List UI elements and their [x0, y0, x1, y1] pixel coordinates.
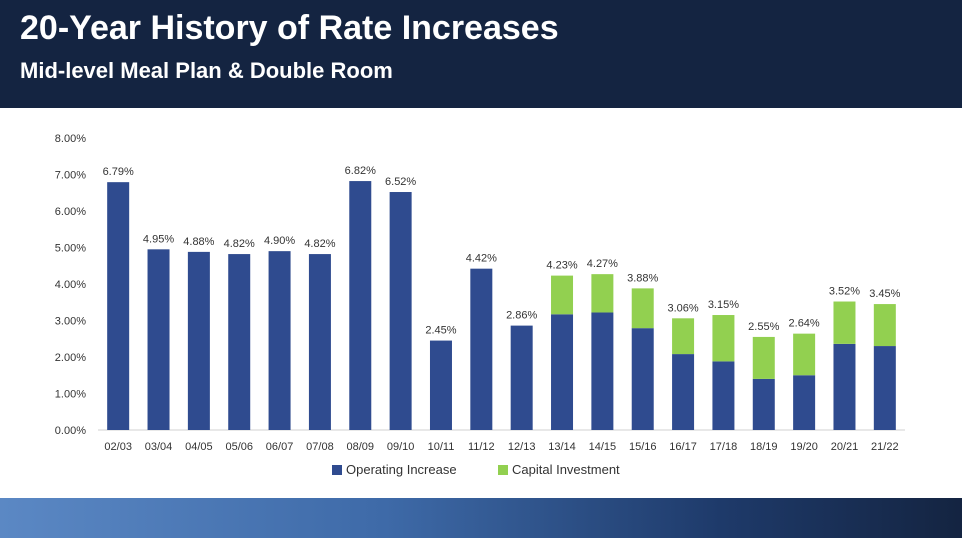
x-tick-label: 21/22: [871, 441, 899, 453]
bar-total-label: 4.42%: [466, 253, 497, 265]
legend-label-operating: Operating Increase: [346, 462, 457, 477]
y-tick-label: 3.00%: [55, 316, 86, 328]
bar-total-label: 3.45%: [869, 288, 900, 300]
x-tick-label: 16/17: [669, 441, 697, 453]
bar-operating-increase: [187, 251, 210, 430]
bar-total-label: 6.82%: [345, 165, 376, 177]
y-tick-label: 1.00%: [55, 389, 86, 401]
x-tick-label: 06/07: [266, 441, 294, 453]
x-tick-label: 11/12: [468, 441, 495, 453]
bar-operating-increase: [228, 254, 251, 430]
bar-total-label: 4.82%: [304, 238, 335, 250]
chart-panel: 0.00% 1.00% 2.00% 3.00% 4.00% 5.00% 6.00% 7.00%…: [0, 108, 962, 498]
x-tick-label: 17/18: [710, 441, 738, 453]
bar-capital-investment: [752, 336, 775, 379]
x-tick-label: 18/19: [750, 441, 778, 453]
bar-total-label: 3.15%: [708, 299, 739, 311]
bar-operating-increase: [510, 325, 533, 430]
bar-total-label: 4.95%: [143, 233, 174, 245]
bar-total-label: 2.45%: [425, 325, 456, 337]
y-tick-label: 2.00%: [55, 352, 86, 364]
x-tick-label: 10/11: [428, 441, 455, 453]
footer-band: [0, 498, 962, 538]
bar-total-label: 6.52%: [385, 176, 416, 188]
x-tick-label: 08/09: [347, 441, 375, 453]
bar-operating-increase: [107, 182, 130, 430]
bar-operating-increase: [147, 249, 170, 430]
bar-operating-increase: [349, 181, 372, 430]
bar-total-label: 3.52%: [829, 286, 860, 298]
bar-total-label: 4.82%: [224, 238, 255, 250]
legend-swatch-operating: [332, 465, 342, 475]
legend-swatch-capital: [498, 465, 508, 475]
bar-operating-increase: [268, 251, 291, 430]
x-tick-label: 14/15: [589, 441, 617, 453]
bar-operating-increase: [389, 192, 412, 430]
bar-operating-increase: [470, 268, 493, 430]
bar-total-label: 2.55%: [748, 321, 779, 333]
bar-total-label: 4.90%: [264, 235, 295, 247]
bar-operating-increase: [752, 378, 775, 430]
y-tick-label: 8.00%: [55, 133, 86, 145]
bar-capital-investment: [672, 318, 695, 355]
x-tick-label: 02/03: [104, 441, 132, 453]
x-tick-label: 19/20: [790, 441, 818, 453]
bar-total-label: 3.06%: [667, 302, 698, 314]
bar-capital-investment: [793, 333, 816, 376]
y-tick-label: 6.00%: [55, 206, 86, 218]
bar-total-label: 2.64%: [789, 318, 820, 330]
bar-operating-increase: [712, 361, 735, 430]
bar-operating-increase: [551, 314, 574, 430]
bar-operating-increase: [793, 375, 816, 430]
bar-operating-increase: [631, 328, 654, 430]
bar-operating-increase: [308, 254, 331, 430]
x-tick-label: 20/21: [831, 441, 859, 453]
page-subtitle: Mid-level Meal Plan & Double Room: [20, 58, 393, 83]
bar-capital-investment: [631, 288, 654, 329]
header-banner: 20-Year History of Rate Increases Mid-le…: [0, 0, 962, 108]
bar-total-label: 4.27%: [587, 258, 618, 270]
x-tick-label: 12/13: [508, 441, 536, 453]
bar-operating-increase: [429, 340, 452, 430]
bar-capital-investment: [873, 304, 896, 347]
bar-total-label: 4.88%: [183, 236, 214, 248]
x-tick-label: 09/10: [387, 441, 415, 453]
bar-operating-increase: [873, 346, 896, 430]
bar-capital-investment: [712, 315, 735, 362]
y-tick-label: 5.00%: [55, 243, 86, 255]
bar-capital-investment: [833, 301, 856, 344]
legend-label-capital: Capital Investment: [512, 462, 620, 477]
y-tick-label: 0.00%: [55, 425, 86, 437]
bar-operating-increase: [833, 343, 856, 430]
x-tick-label: 03/04: [145, 441, 173, 453]
bar-operating-increase: [591, 312, 614, 430]
x-tick-label: 05/06: [225, 441, 253, 453]
rate-increase-chart: 0.00% 1.00% 2.00% 3.00% 4.00% 5.00% 6.00% 7.00%…: [55, 133, 905, 477]
x-tick-label: 13/14: [548, 441, 576, 453]
x-tick-label: 15/16: [629, 441, 657, 453]
bar-total-label: 2.86%: [506, 310, 537, 322]
bar-capital-investment: [551, 275, 574, 315]
page-title: 20-Year History of Rate Increases: [20, 9, 559, 47]
bar-capital-investment: [591, 274, 614, 313]
x-tick-label: 07/08: [306, 441, 334, 453]
y-tick-label: 7.00%: [55, 170, 86, 182]
y-tick-label: 4.00%: [55, 279, 86, 291]
bar-operating-increase: [672, 354, 695, 430]
bar-total-label: 6.79%: [103, 166, 134, 178]
x-tick-label: 04/05: [185, 441, 213, 453]
bar-total-label: 3.88%: [627, 272, 658, 284]
bar-total-label: 4.23%: [546, 260, 577, 272]
